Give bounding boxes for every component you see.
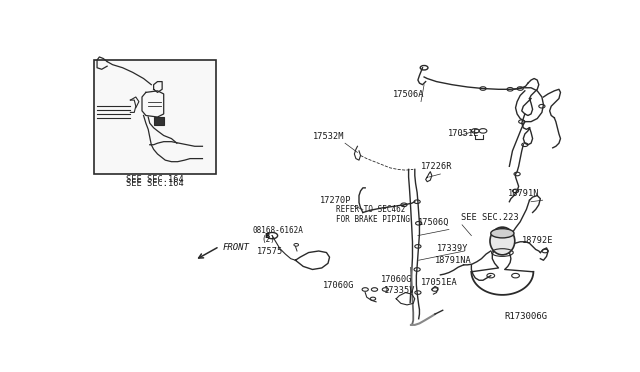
Text: 17339Y: 17339Y: [436, 244, 468, 253]
Text: 17575: 17575: [257, 247, 283, 256]
Bar: [94, 60, 216, 174]
Text: 17060G: 17060G: [323, 281, 355, 290]
Text: 17335V: 17335V: [384, 286, 415, 295]
Text: 08168-6162A: 08168-6162A: [252, 225, 303, 234]
Text: 17051EA: 17051EA: [421, 278, 458, 287]
Text: 17060G: 17060G: [381, 275, 412, 284]
Text: 17506A: 17506A: [393, 90, 424, 99]
Bar: [154, 117, 164, 125]
Text: B: B: [264, 232, 269, 238]
Text: 18791N: 18791N: [508, 189, 540, 198]
Text: R173006G: R173006G: [505, 312, 548, 321]
Text: SEE SEC.164: SEE SEC.164: [125, 179, 183, 188]
Text: 17532M: 17532M: [312, 132, 344, 141]
Text: 17226R: 17226R: [421, 163, 452, 171]
Ellipse shape: [490, 227, 515, 255]
Text: SEE SEC.223: SEE SEC.223: [461, 213, 519, 222]
Text: 17051E: 17051E: [448, 128, 479, 138]
Text: 17506Q: 17506Q: [418, 218, 449, 227]
Text: FRONT: FRONT: [223, 243, 250, 251]
Text: 18792E: 18792E: [522, 236, 553, 245]
Text: 17270P: 17270P: [320, 196, 352, 205]
Text: (2): (2): [261, 235, 275, 244]
Text: 18791NA: 18791NA: [435, 256, 472, 265]
Text: SEE SEC.164: SEE SEC.164: [125, 175, 183, 184]
Ellipse shape: [491, 229, 514, 238]
Text: REFER TO SEC462: REFER TO SEC462: [336, 205, 405, 215]
Text: FOR BRAKE PIPING: FOR BRAKE PIPING: [336, 215, 410, 224]
